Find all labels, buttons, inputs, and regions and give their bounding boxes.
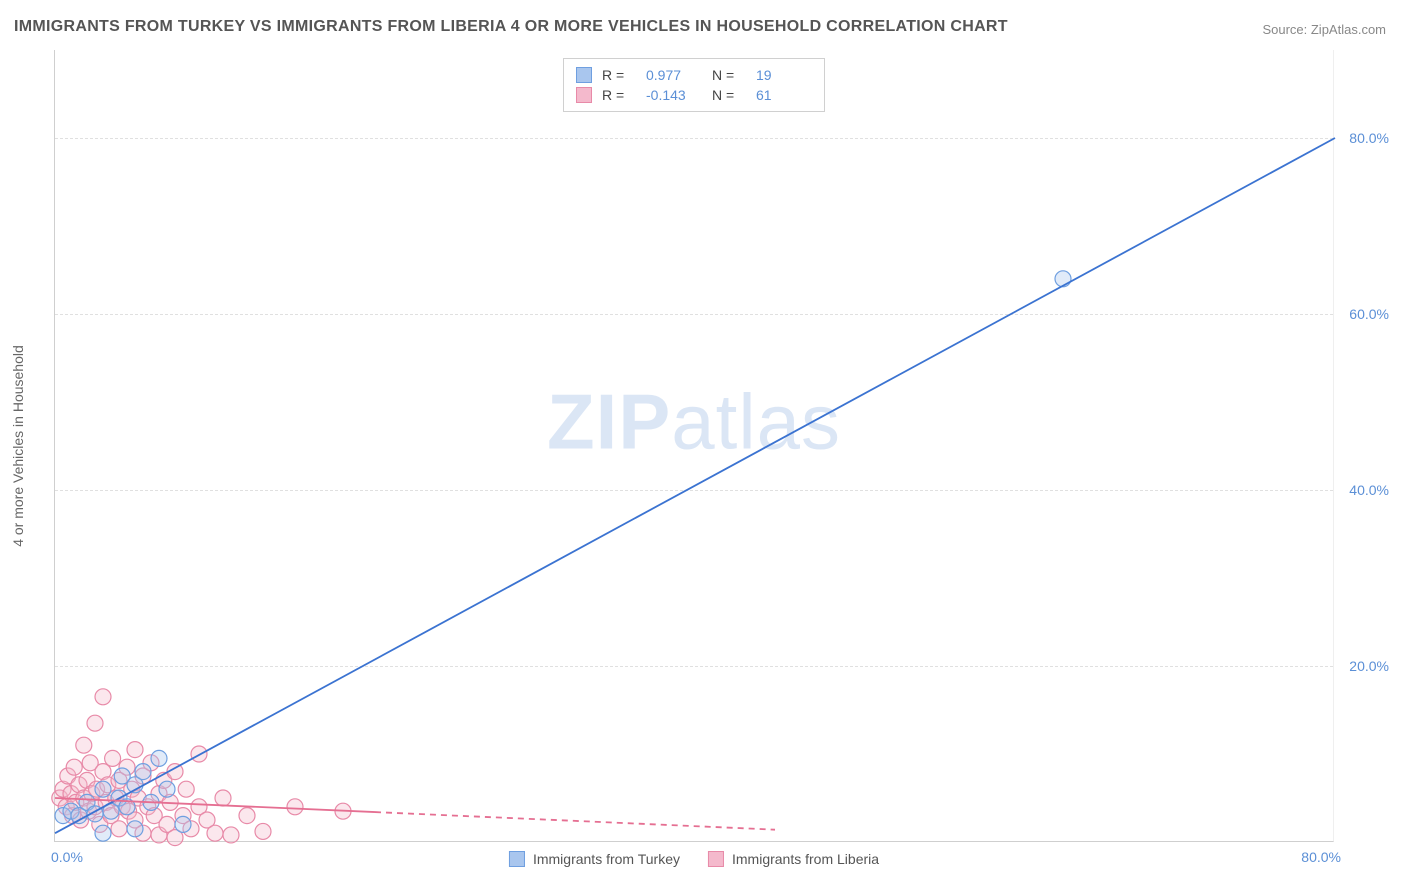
plot-svg bbox=[55, 50, 1333, 841]
legend-item-liberia: Immigrants from Liberia bbox=[708, 851, 879, 867]
regression-turkey bbox=[55, 138, 1335, 833]
swatch-liberia bbox=[708, 851, 724, 867]
point-liberia bbox=[178, 781, 194, 797]
y-tick-label: 60.0% bbox=[1349, 306, 1389, 322]
swatch-turkey bbox=[509, 851, 525, 867]
source-attribution: Source: ZipAtlas.com bbox=[1262, 22, 1386, 37]
point-liberia bbox=[76, 737, 92, 753]
point-turkey bbox=[151, 750, 167, 766]
x-tick-min: 0.0% bbox=[51, 849, 83, 865]
point-liberia bbox=[95, 689, 111, 705]
chart-title: IMMIGRANTS FROM TURKEY VS IMMIGRANTS FRO… bbox=[14, 18, 1008, 36]
point-liberia bbox=[105, 750, 121, 766]
regression-liberia-extrapolated bbox=[375, 812, 775, 830]
point-turkey bbox=[95, 825, 111, 841]
legend-label-turkey: Immigrants from Turkey bbox=[533, 851, 680, 867]
point-turkey bbox=[135, 764, 151, 780]
point-liberia bbox=[207, 825, 223, 841]
y-tick-label: 20.0% bbox=[1349, 658, 1389, 674]
point-liberia bbox=[223, 827, 239, 843]
legend-item-turkey: Immigrants from Turkey bbox=[509, 851, 680, 867]
point-liberia bbox=[66, 759, 82, 775]
x-tick-max: 80.0% bbox=[1301, 849, 1341, 865]
point-liberia bbox=[215, 790, 231, 806]
point-liberia bbox=[111, 821, 127, 837]
point-liberia bbox=[287, 799, 303, 815]
point-liberia bbox=[255, 823, 271, 839]
point-liberia bbox=[239, 808, 255, 824]
legend-label-liberia: Immigrants from Liberia bbox=[732, 851, 879, 867]
point-turkey bbox=[95, 781, 111, 797]
plot-area: ZIPatlas 20.0%40.0%60.0%80.0% 0.0% 80.0%… bbox=[54, 50, 1334, 842]
point-turkey bbox=[1055, 271, 1071, 287]
point-liberia bbox=[127, 742, 143, 758]
y-axis-label: 4 or more Vehicles in Household bbox=[10, 345, 26, 547]
point-liberia bbox=[87, 715, 103, 731]
y-tick-label: 40.0% bbox=[1349, 482, 1389, 498]
point-turkey bbox=[175, 816, 191, 832]
point-turkey bbox=[127, 821, 143, 837]
y-tick-label: 80.0% bbox=[1349, 130, 1389, 146]
point-turkey bbox=[159, 781, 175, 797]
series-legend: Immigrants from Turkey Immigrants from L… bbox=[509, 851, 879, 867]
